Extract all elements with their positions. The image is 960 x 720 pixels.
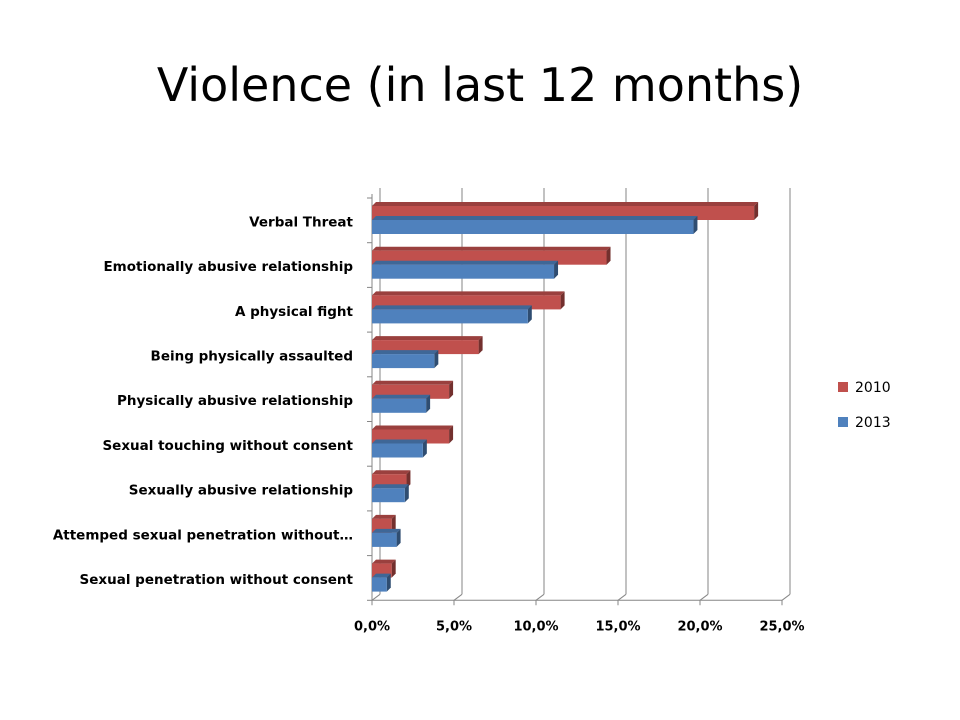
bar-2013-5-side bbox=[422, 439, 427, 458]
legend-label-2013: 2013 bbox=[855, 415, 891, 431]
slide-title: Violence (in last 12 months) bbox=[156, 58, 804, 112]
legend-swatch-2013 bbox=[838, 417, 848, 427]
gridline-foot-2 bbox=[535, 593, 545, 601]
bar-2013-5-front bbox=[372, 443, 423, 458]
bar-2013-2-side bbox=[527, 305, 532, 324]
category-label-0: Verbal Threat bbox=[249, 214, 353, 230]
category-label-3: Being physically assaulted bbox=[151, 348, 353, 364]
x-tick-label-0: 0,0% bbox=[354, 619, 390, 634]
bar-2010-7-side bbox=[391, 514, 396, 533]
bar-2013-7 bbox=[372, 528, 401, 547]
bar-2010-5-side bbox=[449, 425, 454, 444]
bar-2013-1 bbox=[372, 260, 559, 279]
category-label-2: A physical fight bbox=[235, 304, 354, 320]
bar-2010-2-side bbox=[560, 291, 565, 310]
bar-2010-5-top bbox=[372, 425, 454, 430]
bar-2013-7-front bbox=[372, 532, 397, 547]
bar-2013-8 bbox=[372, 573, 391, 592]
bar-2010-1-side bbox=[606, 246, 611, 265]
bar-2013-1-top bbox=[372, 260, 559, 265]
bar-2013-3-side bbox=[434, 350, 439, 369]
legend-swatch-2010 bbox=[838, 382, 848, 392]
bar-2010-1-top bbox=[372, 246, 611, 251]
bar-2013-4-front bbox=[372, 398, 427, 413]
gridline-foot-4 bbox=[699, 593, 709, 601]
bar-2013-8-front bbox=[372, 577, 387, 592]
bar-2010-2-top bbox=[372, 291, 565, 296]
bar-2013-0-top bbox=[372, 216, 698, 220]
category-labels: Verbal Threat Emotionally abusive relatio… bbox=[53, 214, 354, 588]
category-label-1: Emotionally abusive relationship bbox=[103, 259, 353, 275]
tick-labels: 0,0% 5,0% 10,0% 15,0% 20,0% 25,0% bbox=[354, 619, 805, 634]
category-label-5: Sexual touching without consent bbox=[102, 438, 353, 454]
gridline-foot-5 bbox=[781, 593, 791, 601]
bar-2013-1-side bbox=[554, 260, 559, 279]
category-label-8: Sexual penetration without consent bbox=[80, 572, 354, 588]
bar-2010-4-side bbox=[449, 380, 454, 399]
bar-2013-6-top bbox=[372, 484, 409, 489]
gridline-foot-1 bbox=[453, 593, 463, 601]
bar-2013-2 bbox=[372, 305, 532, 324]
bar-2013-4-top bbox=[372, 394, 431, 399]
bar-2013-6-side bbox=[404, 484, 409, 503]
bar-2013-3-front bbox=[372, 354, 435, 369]
bar-2013-0-front bbox=[372, 220, 694, 234]
x-tick-label-3: 15,0% bbox=[595, 619, 640, 634]
bar-2013-2-top bbox=[372, 305, 532, 310]
bar-2013-5-top bbox=[372, 439, 427, 444]
bar-2013-4-side bbox=[426, 394, 431, 413]
bar-2010-3-top bbox=[372, 336, 483, 341]
bar-2010-0-side bbox=[754, 202, 759, 220]
x-tick-label-5: 25,0% bbox=[759, 619, 804, 634]
bar-2013-3 bbox=[372, 350, 439, 369]
bars bbox=[372, 202, 759, 592]
bar-2013-8-side bbox=[386, 573, 391, 592]
bar-2010-6-side bbox=[406, 470, 411, 489]
bar-2010-8-top bbox=[372, 559, 396, 564]
gridline-foot-0 bbox=[371, 593, 381, 601]
x-tick-label-1: 5,0% bbox=[436, 619, 472, 634]
category-label-6: Sexually abusive relationship bbox=[129, 483, 354, 499]
bar-2013-0 bbox=[372, 216, 698, 234]
x-tick-label-2: 10,0% bbox=[513, 619, 558, 634]
legend: 2010 2013 bbox=[838, 380, 891, 431]
bar-2013-5 bbox=[372, 439, 427, 458]
category-label-4: Physically abusive relationship bbox=[117, 393, 353, 409]
bar-2013-8-top bbox=[372, 573, 391, 578]
bar-2013-7-top bbox=[372, 528, 401, 533]
bar-2013-4 bbox=[372, 394, 431, 413]
legend-label-2010: 2010 bbox=[855, 380, 891, 396]
bar-2013-2-front bbox=[372, 309, 528, 324]
category-label-7: Attemped sexual penetration without… bbox=[53, 527, 353, 543]
bar-2013-1-front bbox=[372, 264, 555, 279]
bar-2010-6-top bbox=[372, 470, 411, 475]
gridline-foot-3 bbox=[617, 593, 627, 601]
bar-2010-4-top bbox=[372, 380, 454, 385]
bar-2010-3-side bbox=[478, 336, 483, 355]
bar-2013-0-side bbox=[693, 216, 698, 234]
bar-2013-3-top bbox=[372, 350, 439, 355]
x-tick-label-4: 20,0% bbox=[677, 619, 722, 634]
bar-2013-7-side bbox=[396, 528, 401, 547]
bar-2013-6 bbox=[372, 484, 409, 503]
bar-2010-0-top bbox=[372, 202, 759, 206]
bar-2010-8-side bbox=[391, 559, 396, 578]
bar-2010-7-top bbox=[372, 514, 396, 519]
bar-2013-6-front bbox=[372, 488, 405, 503]
